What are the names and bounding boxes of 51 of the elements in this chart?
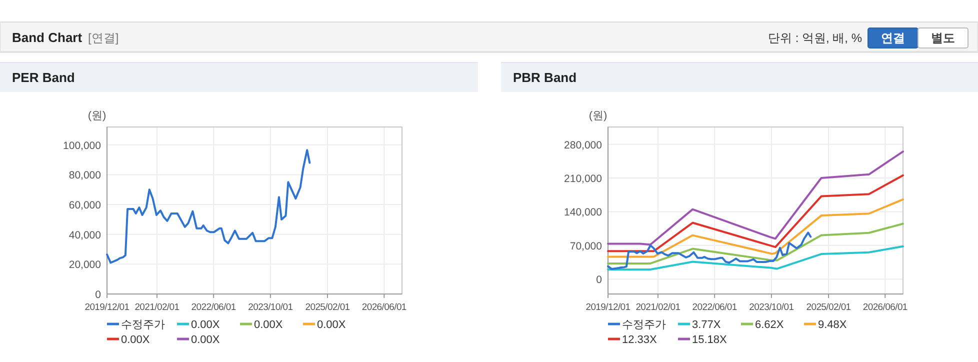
line-series bbox=[607, 222, 904, 264]
y-tick-label: 40,000 bbox=[68, 229, 102, 242]
legend-label: 수정주가 bbox=[622, 319, 666, 331]
x-tick-label: 2023/10/01 bbox=[749, 302, 794, 313]
x-tick-label: 2022/06/01 bbox=[692, 302, 737, 313]
y-axis-title: (원) bbox=[88, 110, 106, 122]
y-axis-title: (원) bbox=[588, 110, 608, 122]
line-series bbox=[607, 232, 812, 270]
text: 별도 bbox=[931, 31, 955, 45]
y-tick-label: 210,000 bbox=[564, 173, 602, 186]
x-tick-label: 2026/06/01 bbox=[862, 302, 908, 313]
y-tick-label: 100,000 bbox=[63, 140, 102, 152]
legend-label: 0.00X bbox=[121, 334, 150, 346]
legend-label: 9.48X bbox=[818, 319, 848, 331]
legend-label: 0.00X bbox=[191, 319, 220, 331]
text: Band Chart bbox=[12, 30, 83, 45]
x-tick-label: 2023/10/01 bbox=[248, 302, 293, 313]
x-tick-label: 2026/06/01 bbox=[362, 302, 406, 313]
legend-label: 0.00X bbox=[317, 319, 346, 331]
legend-label: 15.18X bbox=[692, 334, 728, 346]
x-tick-label: 2021/02/01 bbox=[134, 302, 180, 313]
legend-label: 수정주가 bbox=[121, 319, 165, 331]
x-tick-label: 2022/06/01 bbox=[191, 302, 236, 313]
text: 단위 : 억원, 배, % bbox=[768, 31, 862, 45]
line-series bbox=[607, 150, 904, 246]
line-series bbox=[607, 174, 904, 252]
text: [연결] bbox=[88, 31, 119, 45]
line-series bbox=[607, 198, 904, 258]
legend-label: 0.00X bbox=[254, 319, 284, 331]
x-tick-label: 2021/02/01 bbox=[636, 302, 680, 313]
line-series bbox=[607, 245, 904, 270]
legend-label: 3.77X bbox=[692, 319, 722, 331]
y-tick-label: 0 bbox=[95, 289, 102, 301]
y-tick-label: 140,000 bbox=[564, 206, 602, 219]
legend-label: 12.33X bbox=[622, 334, 658, 346]
x-tick-label: 2025/02/01 bbox=[806, 302, 851, 313]
chart-title: PBR Band bbox=[513, 70, 577, 85]
y-tick-label: 0 bbox=[596, 274, 602, 286]
line-series bbox=[106, 149, 311, 264]
x-tick-label: 2019/12/01 bbox=[586, 302, 630, 313]
legend-label: 0.00X bbox=[191, 334, 220, 346]
y-tick-label: 20,000 bbox=[68, 259, 102, 272]
legend-label: 6.62X bbox=[755, 319, 784, 331]
text: 연결 bbox=[881, 31, 905, 45]
chart-title: PER Band bbox=[12, 70, 75, 85]
x-tick-label: 2019/12/01 bbox=[84, 302, 130, 313]
y-tick-label: 70,000 bbox=[570, 240, 602, 252]
y-tick-label: 60,000 bbox=[68, 200, 102, 212]
x-tick-label: 2025/02/01 bbox=[305, 302, 350, 313]
y-tick-label: 280,000 bbox=[564, 139, 602, 152]
y-tick-label: 80,000 bbox=[68, 170, 102, 182]
